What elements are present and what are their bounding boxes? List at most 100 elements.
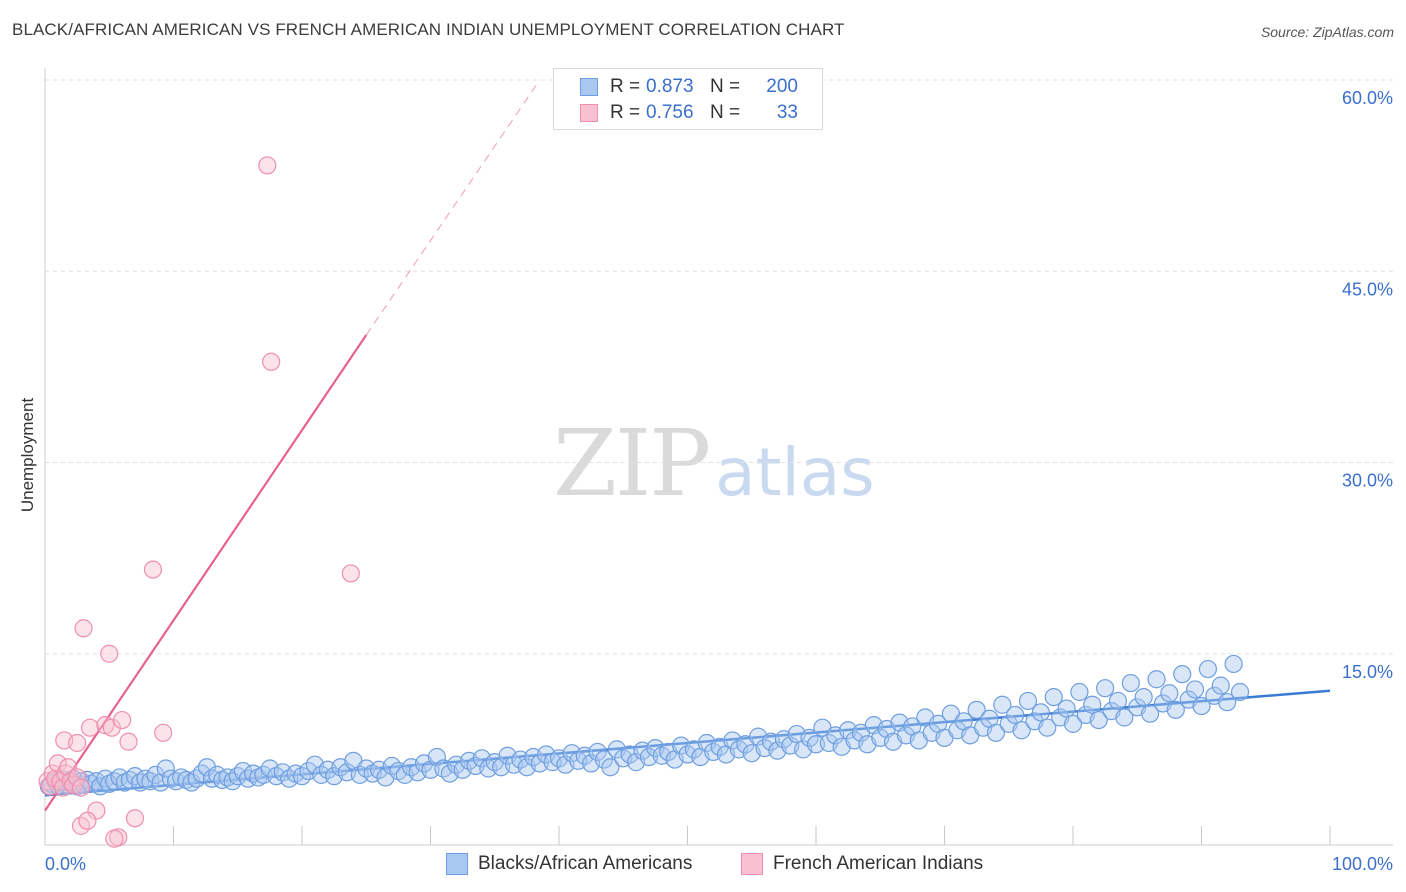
grid-lines: [45, 79, 1393, 655]
data-point-french: [78, 811, 97, 830]
data-point-blacks: [601, 758, 620, 777]
data-point-french: [48, 754, 67, 773]
data-point-blacks: [1063, 714, 1083, 733]
data-point-blacks: [197, 758, 217, 777]
data-point-blacks: [986, 723, 1006, 742]
data-point-blacks: [993, 695, 1012, 714]
data-point-blacks: [1057, 699, 1076, 718]
n-value: 200: [766, 76, 798, 97]
data-point-french: [68, 733, 87, 753]
chart-title: BLACK/AFRICAN AMERICAN VS FRENCH AMERICA…: [12, 20, 845, 39]
data-point-french: [341, 564, 360, 583]
stats-legend: R = 0.873 N = 200 R = 0.756 N = 33: [553, 68, 823, 130]
data-point-blacks: [1198, 659, 1218, 679]
data-point-blacks: [1185, 680, 1205, 699]
data-point-french: [143, 560, 163, 579]
n-label: N =: [710, 76, 741, 97]
data-point-blacks: [1121, 673, 1140, 693]
r-value: 0.873: [646, 76, 694, 97]
data-point-blacks: [1115, 708, 1134, 727]
y-axis-label: Unemployment: [18, 397, 37, 513]
data-point-french: [87, 801, 106, 820]
data-point-blacks: [639, 747, 659, 767]
data-point-french: [71, 778, 91, 797]
series-blacks-points: [39, 654, 1250, 796]
n-value: 33: [776, 102, 798, 123]
data-point-blacks: [1160, 684, 1179, 703]
tick-labels: 15.0% 30.0% 45.0% 60.0% 0.0% 100.0%: [45, 88, 1393, 874]
data-point-blacks: [1218, 693, 1237, 712]
data-point-blacks: [1140, 704, 1160, 723]
y-tick-label: 60.0%: [1342, 88, 1393, 108]
data-point-blacks: [136, 769, 155, 788]
data-point-french: [258, 156, 277, 175]
stats-row-french: R = 0.756 N = 33: [580, 101, 798, 125]
legend-item-blacks[interactable]: Blacks/African Americans: [446, 852, 692, 876]
data-point-french: [262, 352, 281, 371]
data-point-blacks: [1083, 695, 1102, 714]
stats-row-blacks: R = 0.873 N = 200: [580, 75, 798, 99]
y-tick-label: 45.0%: [1342, 279, 1393, 299]
data-point-blacks: [187, 769, 206, 788]
data-point-blacks: [151, 773, 170, 792]
data-point-blacks: [100, 774, 119, 793]
data-point-blacks: [1012, 721, 1031, 740]
data-point-blacks: [1096, 679, 1115, 698]
data-point-french: [119, 732, 138, 751]
data-point-french: [74, 619, 93, 638]
data-point-blacks: [1166, 700, 1185, 719]
data-point-blacks: [1211, 676, 1230, 695]
data-point-blacks: [1147, 670, 1166, 689]
series-french-points: [38, 156, 360, 848]
r-label: R =: [610, 76, 641, 97]
data-point-blacks: [172, 768, 191, 787]
data-point-french: [59, 758, 78, 777]
data-point-french: [80, 718, 100, 737]
data-point-blacks: [1134, 687, 1153, 707]
data-point-blacks: [967, 700, 986, 719]
data-point-french: [68, 768, 87, 787]
data-point-french: [43, 764, 62, 783]
data-point-blacks: [806, 735, 826, 754]
legend-swatch-blue: [446, 853, 468, 875]
legend-item-french[interactable]: French American Indians: [741, 852, 983, 876]
data-point-blacks: [1018, 691, 1038, 711]
data-point-blacks: [115, 773, 134, 792]
n-label: N =: [710, 102, 741, 123]
data-point-french: [105, 829, 124, 848]
data-point-blacks: [1192, 696, 1211, 716]
data-point-french: [100, 644, 119, 663]
data-point-blacks: [530, 754, 549, 773]
data-point-blacks: [1070, 682, 1089, 702]
data-point-french: [102, 718, 121, 737]
trend-line-french: [44, 334, 368, 812]
legend-swatch-pink: [741, 853, 763, 875]
data-point-blacks: [1230, 682, 1250, 702]
data-point-blacks: [1108, 691, 1128, 711]
legend-swatch-blue: [580, 78, 598, 96]
legend-label: French American Indians: [773, 853, 984, 874]
data-point-french: [112, 710, 132, 730]
data-point-french: [125, 809, 145, 828]
y-tick-label: 15.0%: [1342, 662, 1393, 682]
data-point-blacks: [1038, 718, 1057, 737]
data-point-blacks: [1006, 705, 1025, 725]
data-point-blacks: [1224, 654, 1243, 674]
legend-swatch-pink: [580, 104, 598, 122]
x-tick-label: 0.0%: [45, 854, 86, 874]
axes: [44, 68, 1393, 846]
data-point-blacks: [1031, 703, 1050, 722]
data-point-blacks: [427, 747, 447, 767]
data-point-french: [154, 723, 173, 742]
source-label: Source: ZipAtlas.com: [1260, 24, 1394, 40]
legend-label: Blacks/African Americans: [478, 853, 693, 874]
r-label: R =: [610, 102, 641, 123]
data-point-blacks: [1044, 687, 1063, 707]
data-point-blacks: [1173, 665, 1192, 684]
x-tick-label: 100.0%: [1332, 854, 1393, 874]
trend-extension-french: [365, 79, 541, 336]
y-tick-label: 30.0%: [1342, 471, 1393, 491]
data-point-blacks: [1089, 710, 1108, 730]
data-point-blacks: [156, 759, 175, 778]
